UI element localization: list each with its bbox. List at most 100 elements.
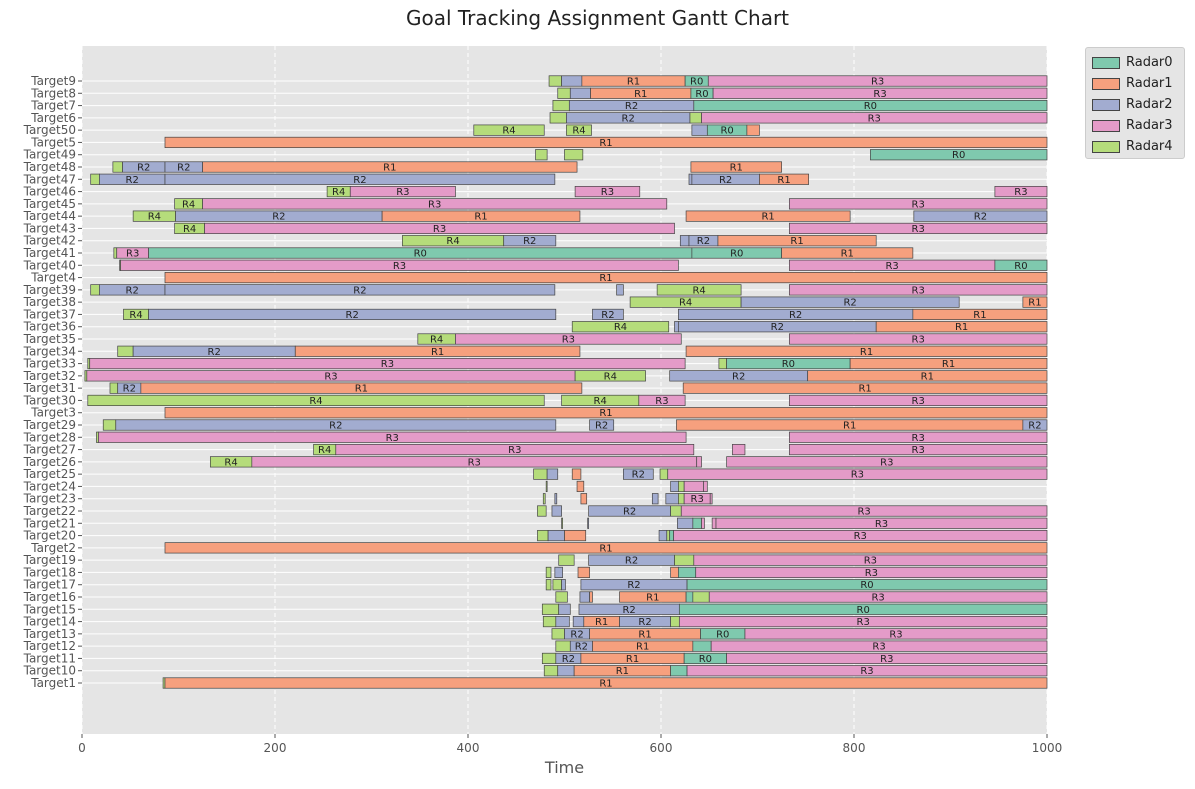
bar-label: R2 xyxy=(789,310,802,321)
gantt-bar xyxy=(589,591,593,603)
gantt-bar xyxy=(564,529,587,542)
y-tick-label: Target21 xyxy=(23,516,76,530)
y-tick-label: Target39 xyxy=(23,283,76,297)
bar-label: R3 xyxy=(324,371,337,382)
y-tick-label: Target3 xyxy=(30,406,76,420)
gantt-bar xyxy=(707,75,1048,87)
bar-label: R3 xyxy=(912,224,925,235)
bar-label: R1 xyxy=(383,163,396,174)
legend-label: Radar4 xyxy=(1126,139,1173,154)
x-tick-label: 600 xyxy=(650,741,673,755)
y-tick-label: Target47 xyxy=(23,172,76,186)
gantt-bar xyxy=(726,652,1048,665)
legend-label: Radar1 xyxy=(1126,76,1173,91)
y-tick-label: Target27 xyxy=(23,443,76,457)
gantt-bar xyxy=(718,358,727,370)
gantt-bar xyxy=(541,603,560,615)
gantt-bar xyxy=(703,480,708,493)
gantt-bar xyxy=(545,579,552,591)
x-axis-label: Time xyxy=(544,758,585,777)
gantt-bar xyxy=(579,591,590,603)
bar-label: R2 xyxy=(137,163,150,174)
legend-item: Radar2 xyxy=(1092,94,1184,115)
gantt-bar xyxy=(164,173,556,185)
y-tick-label: Target44 xyxy=(23,209,76,223)
gantt-bar xyxy=(202,161,578,173)
gantt-bar xyxy=(740,296,960,308)
gantt-bar xyxy=(202,198,668,210)
gantt-bar xyxy=(788,198,1048,210)
gantt-bar xyxy=(690,161,782,173)
bar-label: R2 xyxy=(123,384,136,395)
gantt-bar xyxy=(552,579,562,591)
bar-label: R3 xyxy=(860,666,873,677)
gantt-bar xyxy=(788,394,1048,407)
bar-label: R3 xyxy=(912,335,925,346)
y-tick-label: Target14 xyxy=(23,615,76,629)
bar-label: R4 xyxy=(502,126,515,137)
gantt-bar xyxy=(788,284,1048,296)
legend-item: Radar3 xyxy=(1092,115,1184,136)
gantt-bar xyxy=(473,124,545,136)
bar-label: R1 xyxy=(921,371,934,382)
gantt-bar xyxy=(692,517,702,529)
bar-label: R4 xyxy=(594,396,607,407)
bar-label: R3 xyxy=(126,249,139,260)
bar-label: R1 xyxy=(595,617,608,628)
gantt-bar xyxy=(164,136,1048,148)
y-tick-label: Target9 xyxy=(30,74,76,88)
y-tick-label: Target19 xyxy=(23,553,76,567)
gantt-bar xyxy=(788,444,1048,456)
y-tick-label: Target32 xyxy=(23,369,76,383)
bar-label: R3 xyxy=(871,593,884,604)
x-tick-label: 800 xyxy=(843,741,866,755)
gantt-bar xyxy=(294,345,581,357)
y-tick-label: Target50 xyxy=(23,123,76,137)
gantt-bar xyxy=(542,615,557,628)
bar-label: R4 xyxy=(679,298,692,309)
gantt-bar xyxy=(561,75,583,87)
bar-label: R1 xyxy=(761,212,774,223)
gantt-bar xyxy=(667,468,1048,480)
gantt-bar xyxy=(566,124,592,136)
gantt-bar xyxy=(623,468,654,480)
gantt-bar xyxy=(140,382,583,394)
bar-label: R1 xyxy=(599,408,612,419)
bar-label: R1 xyxy=(973,310,986,321)
y-tick-label: Target34 xyxy=(23,344,76,358)
bar-label: R3 xyxy=(912,445,925,456)
y-tick-label: Target43 xyxy=(23,221,76,235)
gantt-bar xyxy=(651,493,659,505)
gantt-bar xyxy=(669,529,674,542)
bar-label: R1 xyxy=(858,384,871,395)
gantt-bar xyxy=(164,407,1048,419)
bar-label: R3 xyxy=(386,433,399,444)
bar-label: R3 xyxy=(428,199,441,210)
bar-label: R0 xyxy=(414,249,427,260)
bar-label: R3 xyxy=(872,642,885,653)
bar-label: R1 xyxy=(599,273,612,284)
gantt-bar xyxy=(875,321,1048,333)
gantt-bar xyxy=(112,161,123,173)
bar-label: R0 xyxy=(857,605,870,616)
gantt-bar xyxy=(678,566,697,579)
gantt-bar xyxy=(558,554,575,566)
bar-label: R2 xyxy=(843,298,856,309)
y-tick-label: Target8 xyxy=(30,86,76,100)
bar-label: R4 xyxy=(692,285,705,296)
bar-label: R3 xyxy=(865,568,878,579)
bar-label: R3 xyxy=(854,531,867,542)
bar-label: R4 xyxy=(224,457,237,468)
y-tick-label: Target38 xyxy=(23,295,76,309)
gantt-bar xyxy=(89,358,686,370)
bar-label: R2 xyxy=(208,347,221,358)
y-tick-label: Target20 xyxy=(23,529,76,543)
gantt-bar xyxy=(98,431,687,443)
y-tick-label: Target10 xyxy=(23,664,76,678)
y-tick-label: Target45 xyxy=(23,197,76,211)
y-tick-label: Target5 xyxy=(30,135,76,149)
gantt-bar xyxy=(666,529,671,542)
bar-label: R3 xyxy=(468,457,481,468)
y-tick-label: Target4 xyxy=(30,271,76,285)
